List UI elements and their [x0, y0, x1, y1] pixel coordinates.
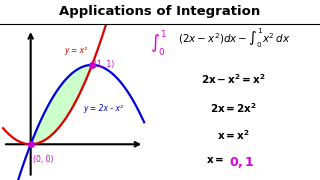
Text: (0, 0): (0, 0) [33, 155, 54, 164]
Text: $\mathbf{2x = 2x^2}$: $\mathbf{2x = 2x^2}$ [210, 101, 257, 115]
Text: Applications of Integration: Applications of Integration [60, 5, 260, 18]
Text: (1, 1): (1, 1) [94, 60, 114, 69]
Text: $\mathbf{x = x^2}$: $\mathbf{x = x^2}$ [217, 128, 250, 142]
Text: $\mathbf{2x - x^2 = x^2}$: $\mathbf{2x - x^2 = x^2}$ [201, 72, 266, 86]
Text: $\int_0^1$: $\int_0^1$ [150, 29, 168, 58]
Text: y = 2x - x²: y = 2x - x² [83, 104, 123, 113]
Text: $\mathbf{0, 1}$: $\mathbf{0, 1}$ [229, 155, 254, 170]
Text: $\mathbf{x = }$: $\mathbf{x = }$ [206, 155, 225, 165]
Text: $(2x - x^2)dx - \int_0^1 x^2\,dx$: $(2x - x^2)dx - \int_0^1 x^2\,dx$ [178, 26, 290, 50]
Text: y = x²: y = x² [64, 46, 88, 55]
